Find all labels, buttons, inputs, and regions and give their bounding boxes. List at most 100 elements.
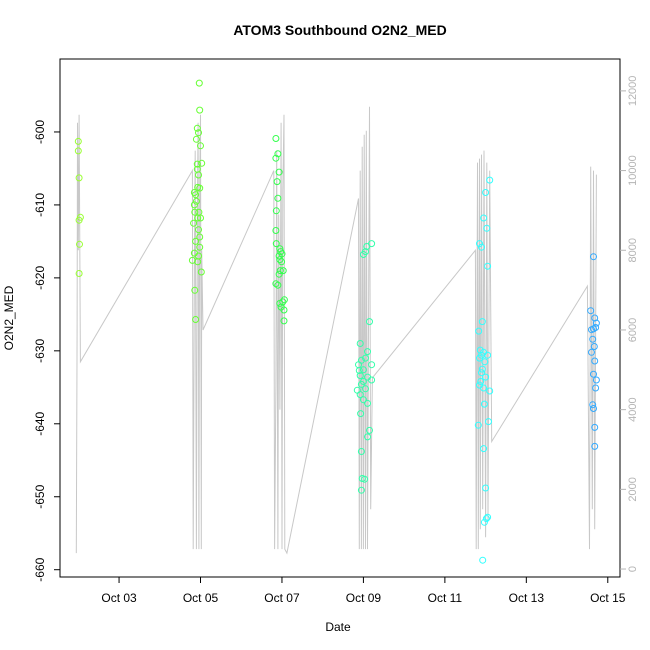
data-point (366, 318, 373, 326)
data-point (474, 421, 482, 429)
y-tick-label: -660 (33, 557, 47, 581)
data-point (357, 448, 365, 455)
data-point (274, 150, 282, 158)
data-point (366, 426, 373, 434)
data-point (476, 354, 483, 362)
data-point (194, 258, 202, 266)
data-point (482, 189, 490, 196)
plot-frame (59, 58, 621, 578)
data-point (477, 378, 485, 385)
data-point (478, 243, 485, 251)
data-point (359, 366, 367, 374)
chart-title: ATOM3 Southbound O2N2_MED (233, 22, 446, 38)
data-point (275, 168, 283, 176)
y-tick-label: -610 (33, 193, 47, 217)
data-point (480, 445, 488, 453)
data-point (368, 376, 376, 384)
data-point (195, 226, 202, 234)
data-point (482, 484, 490, 492)
data-point (589, 335, 597, 343)
data-point (194, 214, 202, 222)
data-point (592, 376, 600, 384)
data-point (355, 367, 363, 374)
data-point (197, 268, 205, 276)
data-point (75, 270, 83, 277)
data-point (276, 256, 284, 264)
data-point (486, 176, 494, 184)
data-point (272, 280, 280, 288)
data-point (480, 400, 488, 408)
data-point (588, 326, 595, 334)
y2-tick-label: 8000 (627, 238, 639, 262)
data-point (357, 410, 365, 418)
data-point (590, 343, 598, 350)
data-point (589, 401, 597, 409)
data-point (484, 351, 492, 359)
data-point (590, 253, 597, 261)
data-point (592, 319, 600, 327)
data-point (191, 208, 199, 216)
data-point (364, 399, 371, 407)
data-point (76, 240, 83, 248)
data-point (192, 197, 200, 205)
points-layer (74, 79, 600, 564)
data-point (591, 357, 599, 365)
data-point (592, 384, 600, 392)
x-tick-label: Oct 05 (183, 591, 219, 605)
data-point (480, 214, 488, 222)
x-tick-label: Oct 09 (346, 591, 382, 605)
x-tick-label: Oct 13 (509, 591, 545, 605)
data-point (480, 518, 488, 526)
secondary-series-line (75, 106, 597, 555)
data-point (356, 340, 364, 347)
data-point (76, 213, 84, 221)
y-tick-label: -650 (33, 484, 47, 508)
data-point (362, 385, 369, 393)
data-point (74, 147, 82, 155)
data-point (193, 124, 201, 132)
y-tick-label: -600 (33, 120, 47, 144)
data-point (197, 214, 204, 222)
data-point (192, 237, 200, 245)
data-point (587, 307, 595, 315)
data-point (478, 369, 485, 377)
data-point (484, 262, 492, 270)
data-point (192, 316, 200, 323)
data-point (588, 348, 595, 356)
data-point (273, 178, 281, 186)
x-axis-label: Date (325, 620, 351, 634)
data-point (276, 299, 284, 307)
data-point (591, 423, 599, 431)
data-point (280, 306, 288, 314)
data-point (364, 433, 371, 441)
data-point (198, 159, 206, 167)
data-point (272, 154, 280, 162)
data-point (359, 396, 367, 404)
secondary-line-layer (75, 106, 597, 555)
data-point (196, 106, 204, 114)
x-tick-label: Oct 11 (428, 591, 463, 605)
data-point (364, 348, 371, 356)
data-point (590, 370, 597, 378)
y2-axis: 0 2000 4000 6000 8000 10000 12000 (620, 76, 639, 572)
data-point (591, 442, 599, 450)
data-point (485, 418, 492, 426)
data-point (272, 135, 280, 142)
data-point (190, 219, 198, 227)
data-point (280, 317, 288, 325)
y-axis-label: O2N2_MED (2, 285, 16, 350)
data-point (272, 227, 280, 234)
data-point (192, 191, 200, 199)
y2-tick-label: 2000 (627, 477, 639, 501)
data-point (191, 286, 199, 294)
data-point (74, 137, 82, 145)
data-point (195, 129, 202, 137)
data-point (272, 240, 280, 248)
data-point (193, 160, 201, 168)
data-point (480, 384, 488, 392)
y2-tick-label: 10000 (627, 155, 639, 186)
data-point (357, 380, 365, 388)
y2-tick-label: 4000 (627, 397, 639, 421)
data-point (475, 327, 483, 335)
